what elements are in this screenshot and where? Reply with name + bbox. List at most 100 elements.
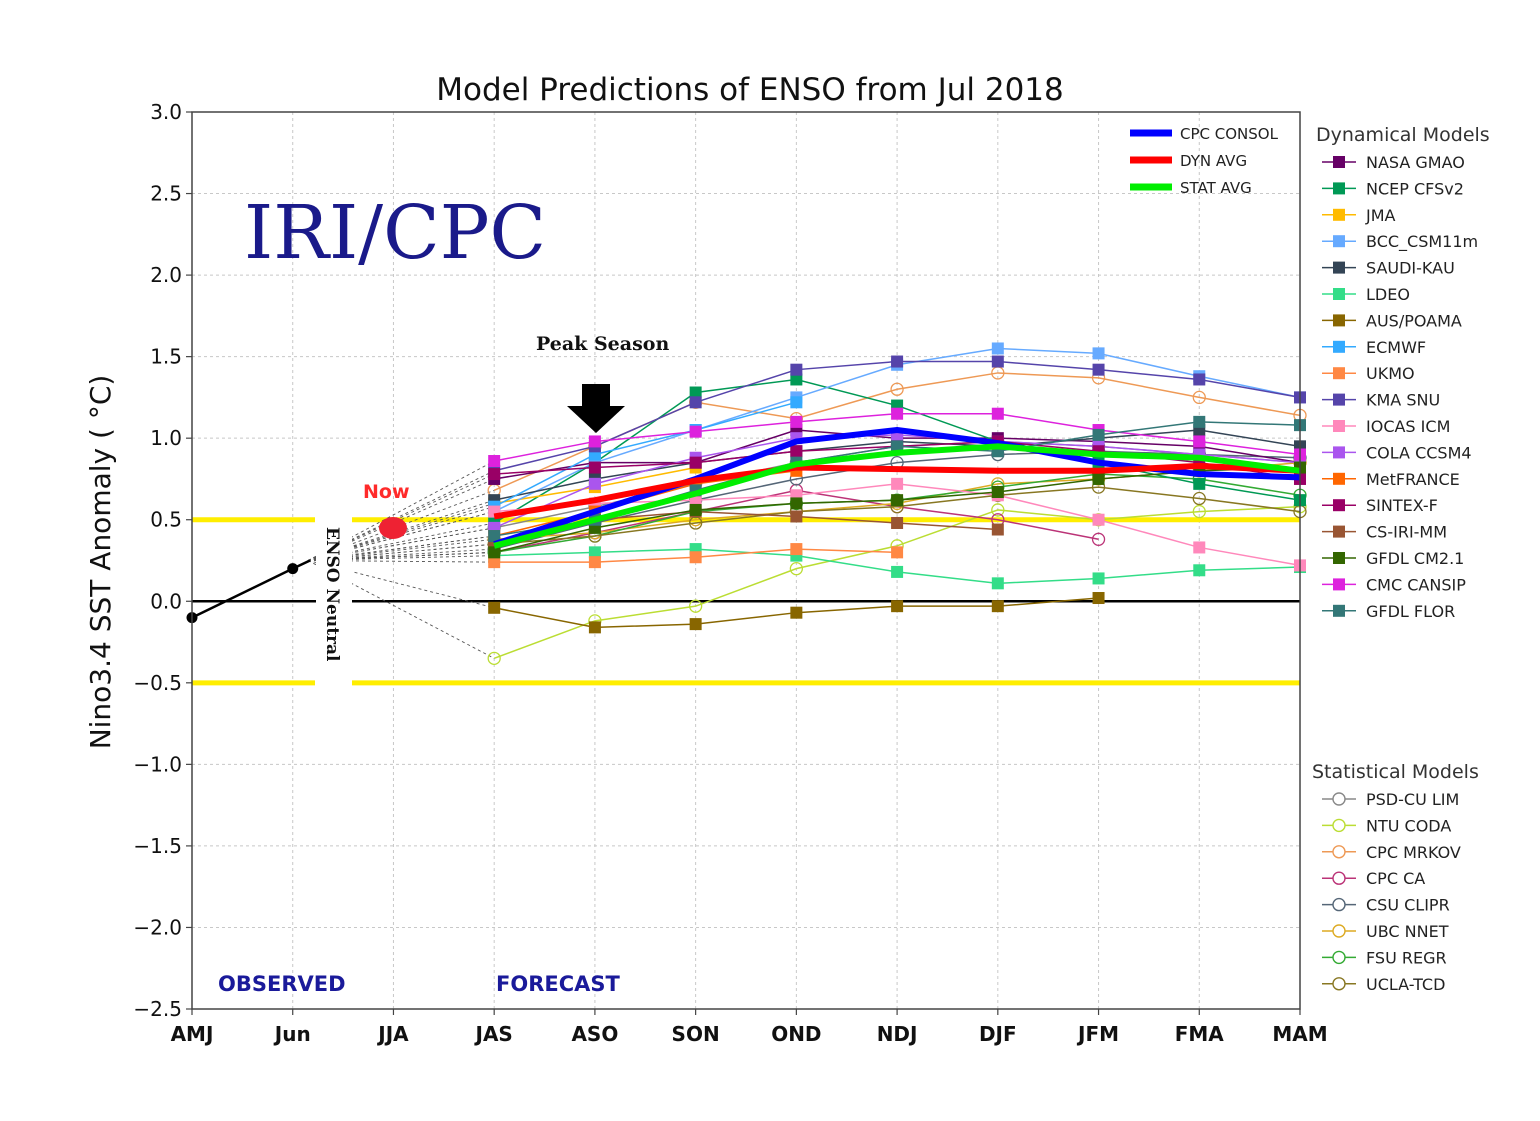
legend-swatch-marker	[1332, 818, 1346, 833]
data-point	[1193, 541, 1206, 554]
data-point	[488, 455, 501, 468]
data-point	[1193, 435, 1206, 448]
data-point	[891, 407, 904, 420]
data-point	[891, 355, 904, 368]
data-point	[790, 606, 803, 619]
enso-neutral-label: ENSO Neutral	[322, 527, 342, 662]
observed-series	[186, 559, 311, 624]
y-tick-label: 1.0	[150, 426, 182, 450]
data-point	[1192, 491, 1206, 506]
data-point	[588, 477, 601, 490]
data-point	[689, 396, 702, 409]
legend-label: CPC MRKOV	[1366, 843, 1461, 862]
y-tick-label: 2.5	[150, 182, 182, 206]
data-point	[891, 546, 904, 559]
x-tick-label: JFM	[1076, 1022, 1119, 1046]
fan-line	[307, 473, 495, 561]
data-point	[891, 516, 904, 529]
data-point	[688, 599, 703, 613]
y-axis-label: Nino3.4 SST Anomaly ( °C)	[84, 375, 117, 750]
data-point	[891, 565, 904, 578]
now-label: Now	[363, 481, 410, 503]
observed-point	[287, 563, 299, 575]
data-point	[588, 556, 601, 569]
fan-line	[307, 560, 495, 659]
legend-swatch-marker	[1332, 871, 1346, 885]
y-axis-ticks: 3.0 2.5 2.0 1.5 1.0 0.5 0.0 −0.5 −1.0 −1.5 −2.0 −2.…	[133, 100, 192, 1021]
y-tick-label: −2.5	[133, 997, 182, 1021]
data-point	[991, 600, 1004, 613]
statistical-heading: Statistical Models	[1312, 761, 1479, 783]
x-tick-label: DJF	[979, 1022, 1017, 1046]
legend-label: CPC CA	[1366, 869, 1425, 888]
legend-label: CPC CONSOL	[1180, 125, 1279, 143]
y-tick-label: 3.0	[150, 100, 182, 124]
data-point	[991, 503, 1005, 517]
data-point	[790, 543, 803, 556]
data-point	[488, 556, 501, 569]
fan-line	[307, 470, 495, 561]
data-point	[790, 415, 803, 428]
legend-swatch-marker	[1332, 845, 1346, 859]
consensus-line	[493, 462, 1301, 520]
y-tick-label: −1.5	[133, 834, 182, 858]
legend-swatch-marker	[1333, 340, 1345, 353]
legend-swatch-marker	[1332, 924, 1346, 938]
legend-label: NASA GMAO	[1366, 153, 1465, 172]
legend-swatch-marker	[1333, 393, 1345, 406]
data-point	[790, 373, 803, 386]
legend-swatch-marker	[1333, 367, 1345, 380]
legend-label: MetFRANCE	[1366, 470, 1460, 489]
x-tick-label: JAS	[474, 1022, 513, 1046]
statistical-legend: Statistical Models PSD-CU LIM NTU CODA CPC…	[1312, 761, 1479, 994]
iri-cpc-watermark: IRI/CPC	[244, 190, 546, 276]
data-point	[790, 497, 803, 510]
neutral-label-bg	[316, 515, 352, 685]
y-tick-label: 0.0	[150, 589, 182, 613]
y-tick-label: 1.5	[150, 345, 182, 369]
x-tick-label: SON	[672, 1022, 720, 1046]
legend-label: JMA	[1365, 206, 1396, 225]
legend-label: DYN AVG	[1180, 152, 1247, 170]
x-axis-ticks: AMJ Jun JJA JAS ASO SON OND NDJ DJF JFM FMA MAM	[171, 1009, 1328, 1046]
data-point	[1092, 347, 1105, 360]
data-point	[487, 651, 501, 666]
series-line	[493, 450, 1301, 550]
legend-label: IOCAS ICM	[1366, 417, 1450, 436]
y-tick-label: −2.0	[133, 915, 182, 939]
x-tick-label: NDJ	[877, 1022, 918, 1046]
data-point	[790, 363, 803, 376]
legend-swatch-marker	[1333, 604, 1345, 617]
legend-label: NCEP CFSv2	[1366, 179, 1464, 198]
data-point	[1192, 390, 1206, 405]
plot-frame	[191, 111, 1301, 1010]
data-point	[588, 546, 601, 559]
data-point	[1192, 504, 1206, 519]
data-point	[991, 577, 1004, 590]
data-point	[789, 562, 804, 576]
fan-line	[307, 460, 495, 561]
data-point	[588, 621, 601, 634]
legend-swatch-marker	[1332, 792, 1346, 806]
legend-swatch-marker	[1333, 578, 1345, 591]
x-tick-label: OND	[771, 1022, 821, 1046]
legend-swatch-marker	[1333, 235, 1345, 248]
data-point	[689, 425, 702, 438]
data-point	[1193, 373, 1206, 386]
consensus-series	[493, 427, 1301, 549]
legend-label: GFDL FLOR	[1366, 602, 1455, 621]
y-tick-label: 0.5	[150, 508, 182, 532]
data-point	[1092, 363, 1105, 376]
down-arrow-icon	[567, 384, 625, 433]
chart-title: Model Predictions of ENSO from Jul 2018	[436, 72, 1064, 108]
series-line	[493, 401, 797, 508]
legend-label: SINTEX-F	[1366, 496, 1438, 515]
forecast-label: FORECAST	[496, 972, 621, 996]
data-point	[890, 382, 904, 396]
legend-label: KMA SNU	[1366, 391, 1440, 410]
legend-swatch-marker	[1333, 261, 1345, 274]
data-point	[689, 618, 702, 631]
legend-swatch-marker	[1333, 472, 1345, 485]
data-point	[1092, 513, 1105, 526]
legend-label: UBC NNET	[1366, 922, 1449, 941]
